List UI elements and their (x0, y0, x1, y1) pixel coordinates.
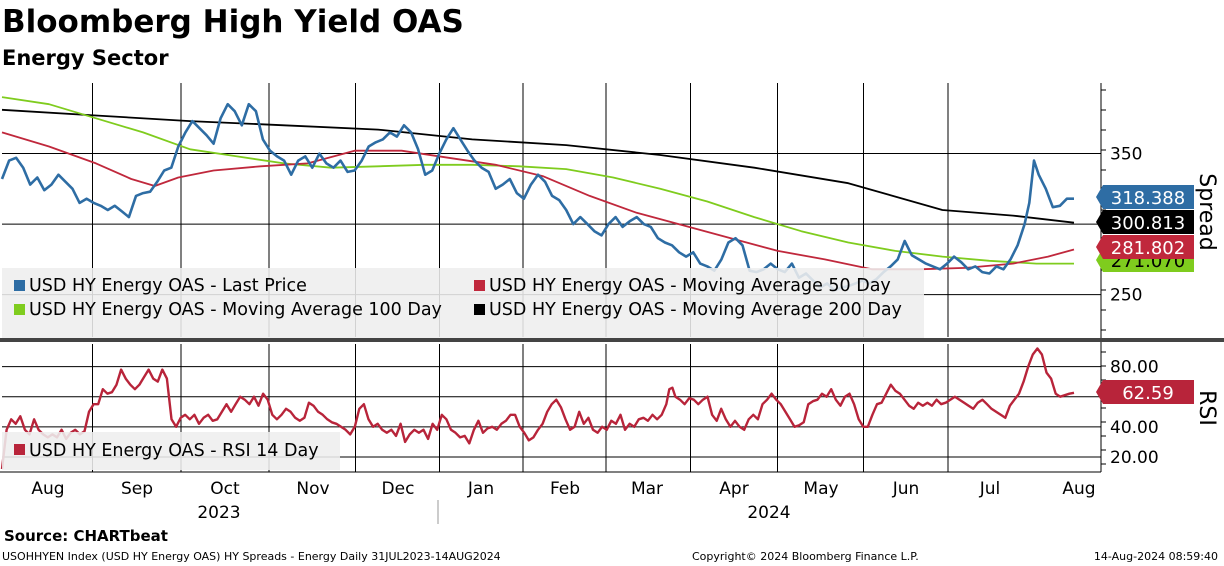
series-line-rsi (0, 347, 1075, 470)
spread-y-tick-label: 350 (1110, 145, 1142, 165)
legend-swatch (14, 304, 25, 315)
chart-title: Bloomberg High Yield OAS (2, 4, 464, 40)
legend-label: USD HY Energy OAS - Moving Average 200 D… (489, 300, 902, 320)
value-tag-bg (1096, 210, 1194, 234)
legend-swatch (14, 280, 25, 291)
x-tick-label: Aug (31, 479, 64, 499)
source-note: Source: CHARTbeat (4, 527, 168, 545)
rsi-y-tick-label: 80.00 (1110, 358, 1159, 378)
rsi-axis-title: RSI (1194, 390, 1219, 426)
x-tick-label: Feb (550, 479, 580, 499)
series-line-ma100 (1, 96, 1074, 265)
value-tag-text: 300.813 (1111, 213, 1185, 234)
spread-axis-title: Spread (1194, 173, 1219, 250)
value-tag-bg (1096, 185, 1194, 209)
spread-y-tick-label: 250 (1110, 286, 1142, 306)
footer-index-info: USOHHYEN Index (USD HY Energy OAS) HY Sp… (2, 550, 501, 563)
value-tag-text: 318.388 (1111, 188, 1185, 209)
rsi-legend-box (2, 432, 340, 470)
x-tick-label: Mar (631, 479, 663, 499)
value-tag-last-price: 318.388 (1096, 185, 1194, 209)
chart-subtitle: Energy Sector (2, 46, 169, 70)
legend-layer: USD HY Energy OAS - Last Price USD HY Ene… (2, 268, 924, 470)
x-tick-label: Sep (121, 479, 153, 499)
value-tag-ma50: 281.802 (1096, 235, 1194, 259)
x-tick-label: May (803, 479, 838, 499)
x-tick-label: Oct (210, 479, 240, 499)
value-tag-rsi: 62.59 (1096, 380, 1194, 404)
value-tag-text: 281.802 (1111, 238, 1185, 259)
series-line-ma200 (1, 108, 1075, 224)
footer-timestamp: 14-Aug-2024 08:59:40 (1093, 550, 1218, 563)
rsi-y-tick-label: 40.00 (1110, 418, 1159, 438)
legend-label: USD HY Energy OAS - Last Price (29, 276, 307, 296)
year-label: 2023 (197, 503, 240, 523)
legend-swatch (474, 304, 485, 315)
x-tick-label: Jun (892, 479, 920, 499)
series-line-last-price (0, 102, 1074, 292)
x-tick-label: Apr (719, 479, 748, 499)
x-tick-label: Dec (382, 479, 415, 499)
legend-swatch (474, 280, 485, 291)
year-label: 2024 (747, 503, 790, 523)
panel-divider (0, 338, 1224, 342)
footer-copyright: Copyright© 2024 Bloomberg Finance L.P. (692, 550, 919, 563)
x-tick-label: Jan (467, 479, 494, 499)
x-tick-label: Nov (296, 479, 329, 499)
spread-legend-box (2, 268, 924, 338)
value-tag-text: 62.59 (1122, 383, 1174, 404)
legend-label: USD HY Energy OAS - RSI 14 Day (29, 441, 319, 461)
value-tag-ma200: 300.813 (1096, 210, 1194, 234)
x-tick-label: Jul (979, 479, 1001, 499)
value-tag-bg (1096, 380, 1194, 404)
legend-swatch (14, 444, 25, 455)
legend-label: USD HY Energy OAS - Moving Average 50 Da… (489, 276, 891, 296)
x-tick-label: Aug (1062, 479, 1095, 499)
legend-label: USD HY Energy OAS - Moving Average 100 D… (29, 300, 442, 320)
rsi-y-tick-label: 20.00 (1110, 448, 1159, 468)
value-tag-bg (1096, 235, 1194, 259)
axis-layer: Aug Sep Oct Nov Dec Jan Feb Mar Apr May Jun Jul Aug 2… (0, 83, 1224, 524)
